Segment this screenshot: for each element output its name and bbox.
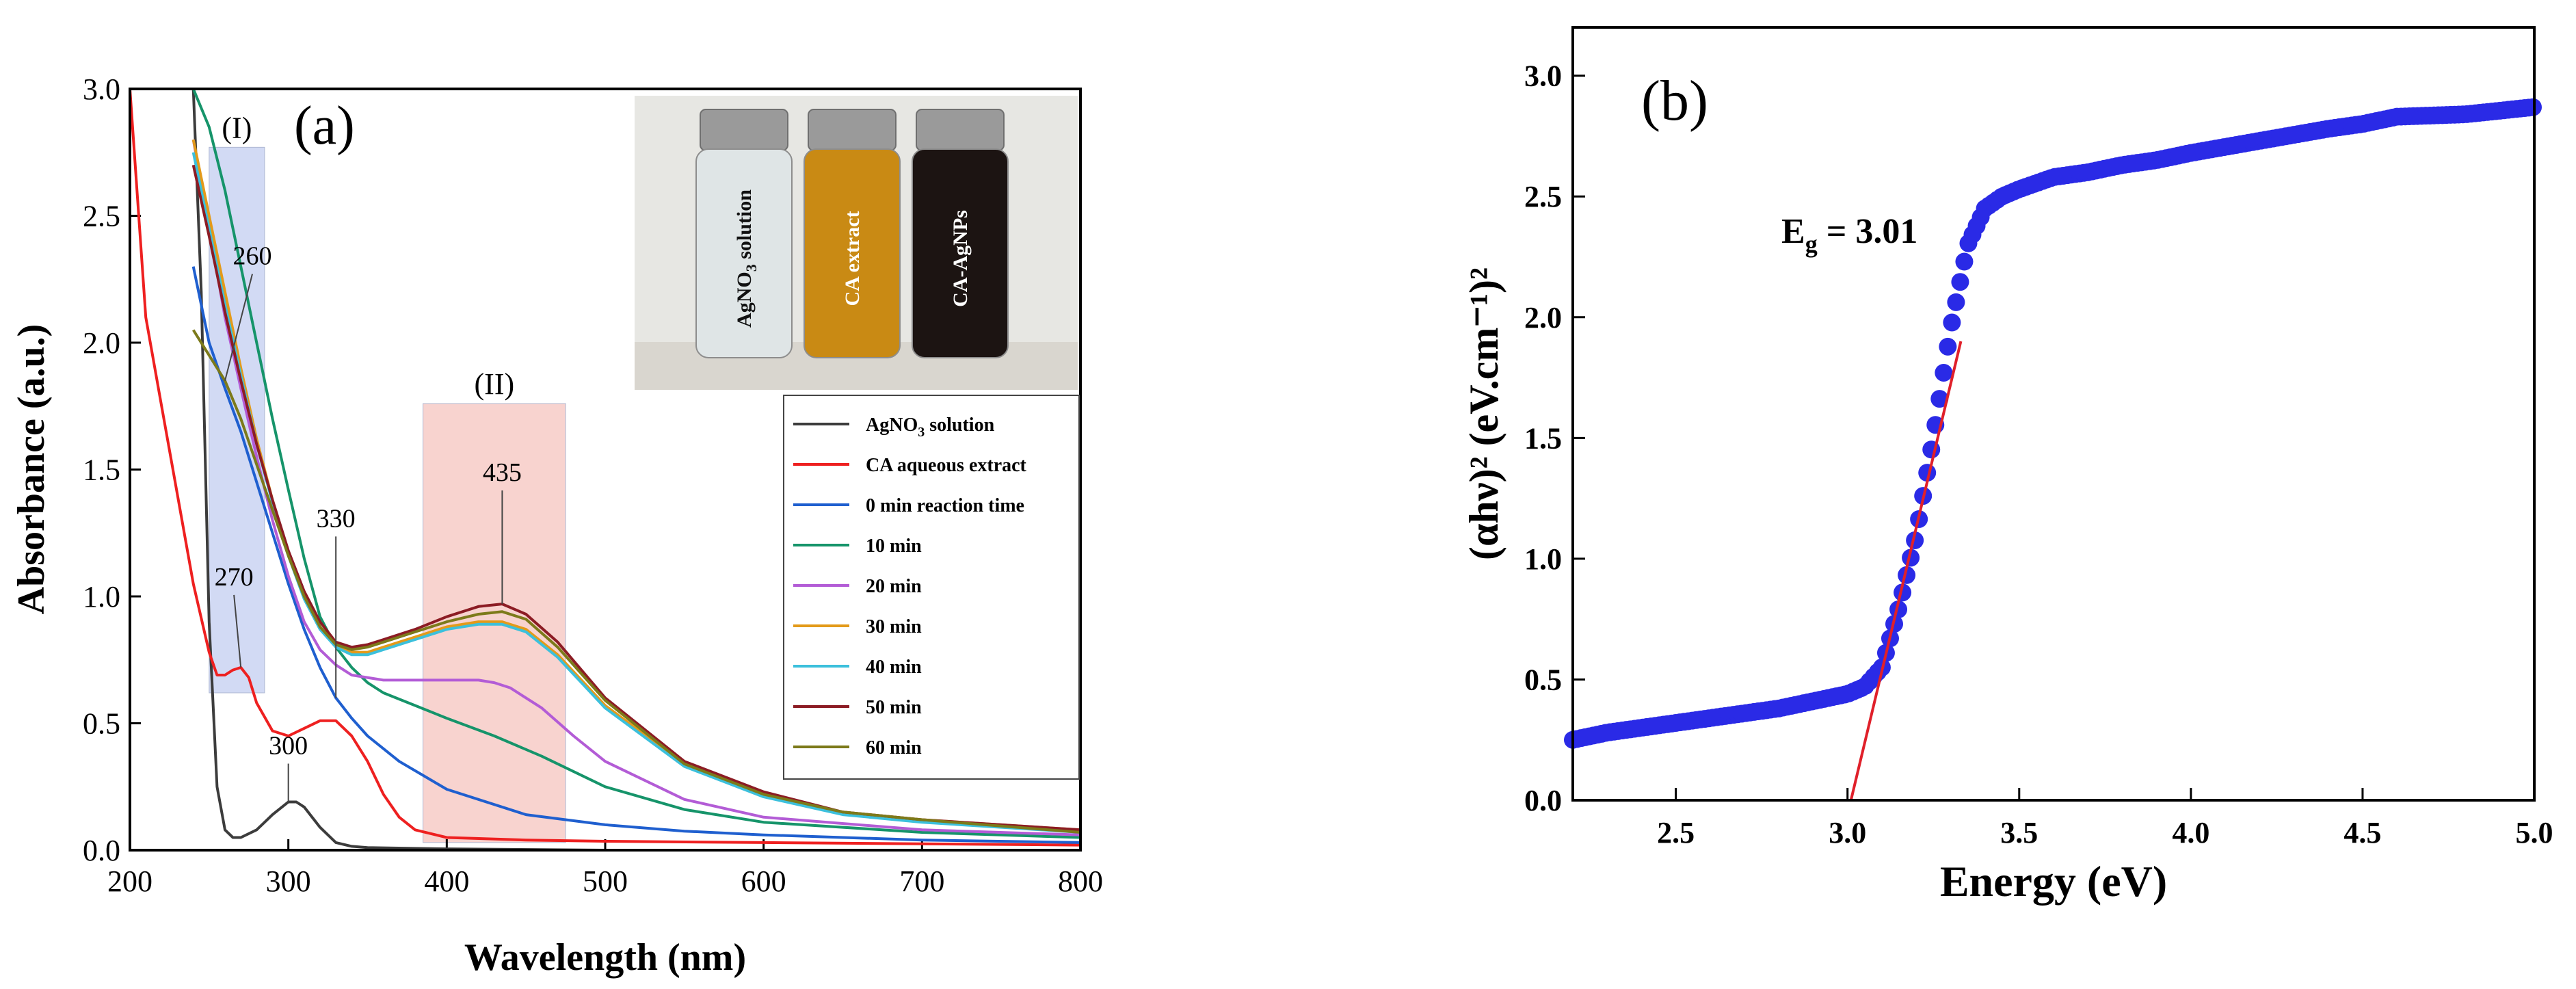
legend-label-8: 50 min (866, 697, 922, 718)
series-lines-a (129, 88, 1081, 852)
data-point (1943, 313, 1961, 332)
series-line-8 (191, 164, 1081, 832)
tauc-fit-line (1849, 341, 1963, 801)
x-tick-label: 3.0 (1829, 816, 1866, 849)
y-axis-label-a: Absorbance (a.u.) (10, 324, 53, 615)
vial-cap-2 (808, 109, 897, 151)
legend-label-2: CA aqueous extract (866, 455, 1027, 476)
legend-label-1: AgNO3 solution (866, 414, 995, 440)
vial-cap-1 (700, 109, 788, 151)
legend-label-5: 20 min (866, 576, 922, 597)
region-label-1: (I) (222, 111, 252, 144)
data-point (1935, 363, 1953, 382)
vial-label-2: CA extract (841, 211, 864, 306)
vial-body-1 (695, 148, 793, 358)
annotation-label-4: 330 (317, 504, 356, 533)
x-tick-label: 800 (1058, 865, 1103, 898)
legend-label-7: 40 min (866, 657, 922, 678)
x-tick-label: 2.5 (1657, 816, 1695, 849)
data-point (1902, 549, 1920, 567)
series-line-2 (129, 88, 1081, 847)
x-tick-label: 300 (266, 865, 311, 898)
panel-label-a: (a) (294, 96, 355, 156)
fit-line-b (1849, 341, 1963, 801)
vial-body-3 (912, 148, 1009, 358)
y-tick-label: 0.5 (83, 707, 120, 741)
data-point (1955, 252, 1974, 271)
annotation-label-5: 435 (483, 458, 522, 487)
y-tick-label: 1.0 (1524, 542, 1562, 576)
y-tick-label: 2.0 (83, 326, 120, 360)
annotation-label-2: 270 (215, 563, 254, 592)
data-point (1889, 601, 1908, 619)
legend-a: AgNO3 solution CA aqueous extract 0 min re… (783, 395, 1080, 780)
y-tick-label: 0.0 (1524, 784, 1562, 817)
data-point (1898, 566, 1916, 584)
x-tick-label: 4.5 (2343, 816, 2381, 849)
x-tick-label: 4.0 (2172, 816, 2209, 849)
data-points-b (1564, 98, 2542, 749)
y-tick-label: 0.5 (1524, 663, 1562, 696)
peak-annotations: 260 270 300 330 435 (215, 242, 522, 802)
series-line-9 (192, 329, 1081, 834)
series-line-3 (191, 266, 1081, 844)
annotation-label-1: 260 (233, 242, 272, 271)
vial-label-1: AgNO3 solution (733, 189, 760, 328)
annotation-leader-1 (224, 274, 253, 381)
x-tick-label: 3.5 (2000, 816, 2038, 849)
plot-frame-a (129, 88, 1082, 852)
y-tick-label: 2.0 (1524, 301, 1562, 334)
band-gap-value: 3.01 (1855, 212, 1917, 251)
legend-label-6: 30 min (866, 616, 922, 637)
vial-cap-3 (916, 109, 1005, 151)
axis-ticks-b: 2.5 3.0 3.5 4.0 4.5 5.0 0.0 0.5 1.0 1.5 2.0 2.5 3.0 (1524, 60, 2553, 849)
x-tick-label: 200 (107, 865, 152, 898)
legend-box (783, 395, 1080, 780)
legend-label-3: 0 min reaction time (866, 495, 1024, 516)
y-tick-label: 1.0 (83, 580, 120, 614)
data-point (1930, 390, 1949, 408)
data-point (1894, 583, 1912, 602)
series-line-5 (191, 139, 1081, 836)
y-tick-label: 3.0 (83, 72, 120, 106)
vial-label-3: CA-AgNPs (949, 210, 972, 307)
y-tick-label: 0.0 (83, 834, 120, 867)
x-axis-label-b: Energy (eV) (1940, 857, 2167, 906)
x-tick-label: 700 (899, 865, 944, 898)
chart-panel-a: (I) (II) 200 300 400 500 600 700 800 0.0 0.5 1.0 1.… (10, 72, 1103, 979)
data-point (1947, 293, 1965, 311)
y-tick-label: 3.0 (1524, 60, 1562, 93)
x-tick-label: 500 (583, 865, 628, 898)
plot-frame-b (1571, 26, 2536, 802)
region-label-2: (II) (475, 367, 515, 401)
annotation-label-3: 300 (269, 732, 308, 761)
y-tick-label: 1.5 (83, 453, 120, 487)
legend-label-4: 10 min (866, 536, 922, 557)
annotation-leader-2 (233, 594, 242, 668)
inset-photo: AgNO3 solution CA extract CA-AgNPs (635, 96, 1078, 390)
x-tick-label: 600 (741, 865, 786, 898)
x-tick-label: 5.0 (2516, 816, 2553, 849)
x-axis-label-a: Wavelength (nm) (464, 936, 746, 979)
data-point (2523, 98, 2542, 116)
chart-panel-b: 2.5 3.0 3.5 4.0 4.5 5.00.00.51.01.52.02.53.0 … (1461, 26, 2553, 906)
vial-body-2 (804, 148, 901, 358)
data-point (1939, 337, 1957, 356)
x-tick-label: 400 (424, 865, 469, 898)
data-point (1906, 531, 1924, 550)
band-gap-label: Eg = 3.01 (1781, 212, 1917, 258)
y-tick-label: 1.5 (1524, 421, 1562, 455)
y-tick-label: 2.5 (83, 200, 120, 233)
data-point (1951, 273, 1969, 291)
panel-label-b: (b) (1641, 69, 1708, 133)
y-axis-label-b: (αhν)² (eV.cm⁻¹)² (1461, 267, 1506, 560)
y-tick-label: 2.5 (1524, 180, 1562, 213)
legend-label-9: 60 min (866, 737, 922, 759)
